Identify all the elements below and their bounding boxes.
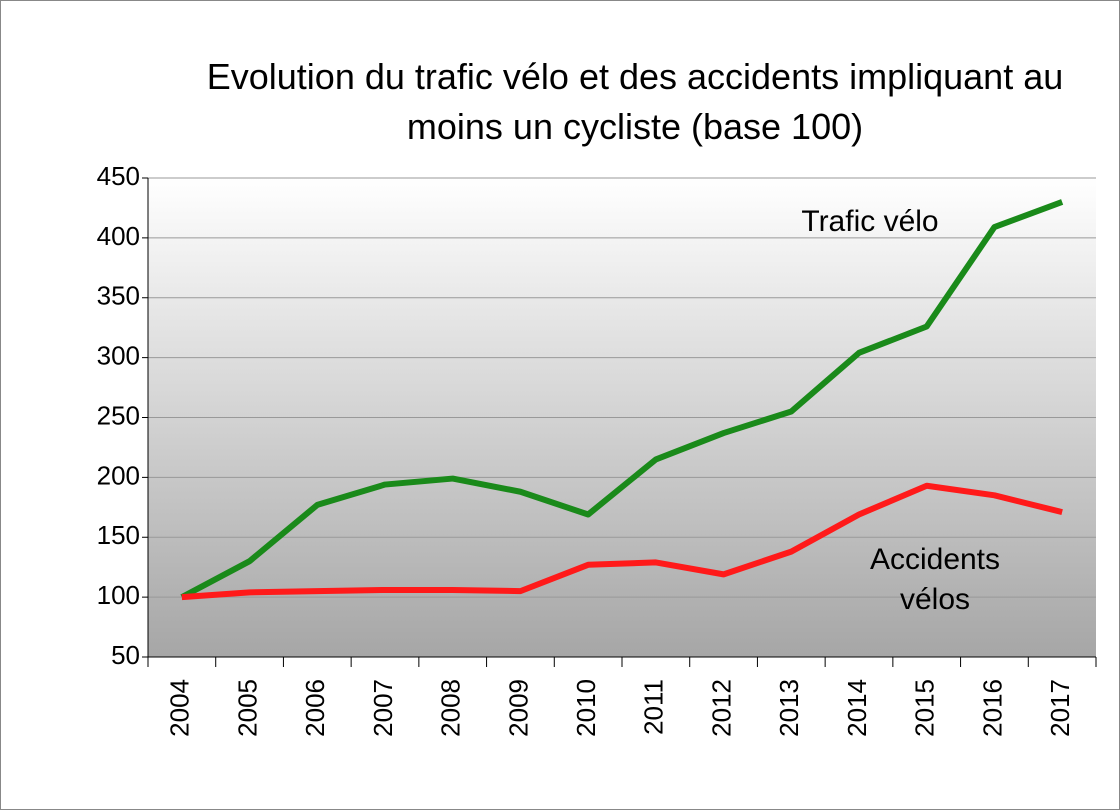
y-tick-label: 50	[111, 640, 140, 670]
series-label: Trafic vélo	[801, 205, 939, 238]
series-line	[180, 199, 1064, 600]
x-tick-label: 2007	[368, 679, 398, 737]
y-tick-label: 400	[97, 221, 140, 251]
x-tick-label: 2017	[1045, 679, 1075, 737]
x-tick-label: 2014	[842, 679, 872, 737]
x-tick-label: 2006	[300, 679, 330, 737]
y-tick-label: 350	[97, 281, 140, 311]
x-tick-label: 2009	[503, 679, 533, 737]
y-tick-label: 200	[97, 460, 140, 490]
y-tick-label: 450	[97, 161, 140, 191]
x-tick-label: 2010	[571, 679, 601, 737]
x-tick-label: 2015	[910, 679, 940, 737]
series-label: Accidents vélos	[869, 543, 1001, 616]
x-tick-label: 2011	[639, 679, 669, 735]
y-tick-label: 300	[97, 341, 140, 371]
y-tick-label: 100	[97, 580, 140, 610]
y-tick-label: 250	[97, 400, 140, 430]
series-line	[181, 482, 1063, 601]
x-tick-label: 2005	[232, 679, 262, 737]
y-tick-label: 150	[97, 520, 140, 550]
x-tick-label: 2008	[436, 679, 466, 737]
x-tick-label: 2004	[165, 679, 195, 737]
x-tick-label: 2012	[706, 679, 736, 737]
x-tick-label: 2013	[774, 679, 804, 737]
chart-title: Evolution du trafic vélo et des accident…	[206, 56, 1064, 147]
x-tick-label: 2016	[977, 679, 1007, 737]
